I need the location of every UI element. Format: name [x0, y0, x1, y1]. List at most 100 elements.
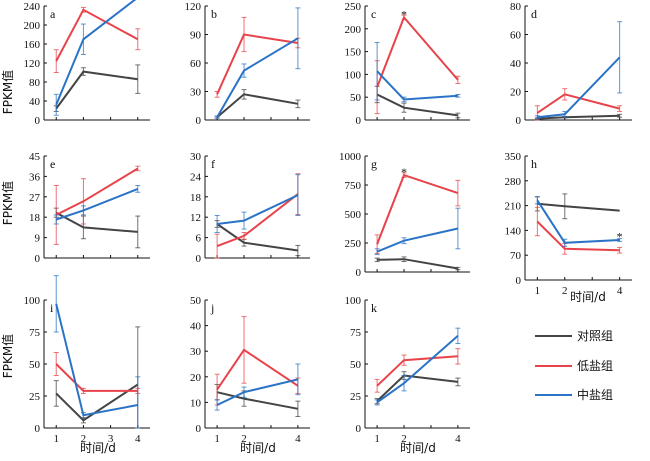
y-tick-label-h: 350: [505, 151, 522, 163]
panel-letter-k: k: [371, 301, 377, 315]
y-tick-label-h: 70: [510, 250, 522, 262]
x-axis-title-i: 时间/d: [80, 441, 116, 455]
y-tick-label-d: 0: [516, 115, 522, 127]
y-tick-label-a: 0: [35, 115, 41, 127]
significance-mark-h: *: [617, 230, 623, 244]
y-tick-label-c: 50: [350, 92, 362, 104]
y-axis-title-row2: FPKM值: [0, 181, 15, 225]
x-tick-label-k: 1: [374, 433, 380, 445]
x-tick-label-j: 4: [295, 433, 301, 445]
y-tick-label-j: 0: [196, 423, 202, 435]
series-line-a-mid_salt: [55, 0, 137, 106]
y-tick-label-j: 30: [190, 346, 202, 358]
series-line-j-control: [216, 391, 299, 410]
y-tick-label-g: 0: [356, 267, 362, 279]
y-tick-label-b: 30: [190, 87, 202, 99]
y-tick-label-h: 0: [516, 275, 522, 287]
y-tick-label-e: 27: [29, 192, 41, 204]
x-axis-title-k: 时间/d: [400, 441, 436, 455]
significance-mark-c: *: [401, 7, 407, 21]
series-line-g-low_salt: [376, 173, 459, 245]
x-tick-label-i: 1: [53, 433, 59, 445]
y-tick-label-a: 40: [29, 96, 41, 108]
x-tick-label-i: 2: [81, 433, 87, 445]
series-line-e-low_salt: [55, 167, 139, 216]
y-tick-label-d: 80: [510, 1, 522, 13]
y-tick-label-d: 20: [510, 87, 522, 99]
y-tick-label-k: 75: [350, 327, 362, 339]
y-tick-label-d: 60: [510, 30, 522, 42]
y-tick-label-f: 12: [190, 212, 201, 224]
series-line-c-mid_salt: [376, 70, 458, 101]
series-line-i-mid_salt: [55, 303, 138, 417]
panel-letter-a: a: [50, 7, 56, 21]
y-tick-label-b: 0: [196, 115, 202, 127]
panel-letter-h: h: [531, 157, 537, 171]
y-tick-label-i: 100: [24, 295, 41, 307]
y-tick-label-c: 250: [345, 1, 362, 13]
x-tick-label-h: 4: [617, 285, 623, 297]
series-line-i-control: [55, 383, 139, 422]
y-tick-label-j: 50: [190, 295, 202, 307]
x-axis-title-h: 时间/d: [570, 290, 606, 304]
series-line-d-mid_salt: [537, 56, 621, 119]
panel-letter-c: c: [371, 7, 376, 21]
panel-k: 0 25 50 75 100 1 2 4 k: [345, 295, 470, 445]
y-tick-label-c: 100: [345, 69, 362, 81]
y-tick-label-i: 75: [29, 327, 41, 339]
y-tick-label-g: 1000: [339, 151, 362, 163]
y-axis-title-row1: FPKM值: [0, 70, 15, 114]
y-tick-label-b: 60: [190, 58, 202, 70]
x-tick-label-j: 2: [241, 433, 247, 445]
y-tick-label-d: 40: [510, 58, 522, 70]
y-tick-label-h: 140: [505, 225, 522, 237]
y-tick-label-j: 20: [190, 372, 202, 384]
y-tick-label-e: 0: [35, 253, 41, 265]
y-tick-label-k: 0: [356, 423, 362, 435]
y-tick-label-a: 160: [24, 39, 41, 51]
y-tick-label-g: 250: [345, 238, 362, 250]
significance-mark-g: *: [401, 165, 407, 179]
y-tick-label-j: 10: [190, 397, 202, 409]
y-tick-label-e: 36: [29, 171, 41, 183]
panel-f: 0 6 12 18 24 30 f: [190, 151, 310, 265]
panel-letter-g: g: [371, 157, 377, 171]
legend-label-low-salt: 低盐组: [577, 359, 613, 373]
y-tick-label-i: 0: [35, 423, 41, 435]
y-tick-label-a: 80: [29, 77, 41, 89]
panel-c: 0 50 100 150 200 250 c *: [345, 1, 470, 127]
series-line-a-low_salt: [55, 8, 139, 62]
panel-g: 0 250 500 750 1000 g *: [339, 151, 470, 279]
x-tick-label-h: 1: [535, 285, 541, 297]
y-tick-label-k: 25: [350, 391, 362, 403]
legend-label-mid-salt: 中盐组: [577, 387, 613, 402]
panel-b: 0 30 60 90 120 b: [185, 1, 310, 127]
y-tick-label-f: 0: [196, 253, 202, 265]
y-tick-label-g: 500: [345, 209, 362, 221]
y-tick-label-k: 100: [345, 295, 362, 307]
x-tick-label-j: 1: [214, 433, 220, 445]
series-line-c-low_salt: [376, 15, 459, 88]
panel-letter-i: i: [50, 301, 54, 315]
series-line-d-low_salt: [536, 93, 620, 114]
x-tick-label-k: 4: [455, 433, 461, 445]
panel-letter-f: f: [211, 157, 215, 171]
series-line-b-mid_salt: [216, 37, 299, 118]
y-tick-label-f: 30: [190, 151, 202, 163]
series-line-b-low_salt: [216, 33, 299, 95]
legend: 对照组 低盐组 中盐组: [535, 329, 613, 402]
y-tick-label-e: 45: [29, 151, 41, 163]
series-line-i-low_salt: [55, 363, 138, 392]
panels-group: 04080120160200240a*0306090120b0501001502…: [24, 0, 632, 445]
series-line-k-control: [376, 374, 459, 402]
series-line-g-control: [377, 258, 459, 270]
panel-h: 0 70 140 210 280 350 1 2 4 h *: [505, 151, 632, 297]
x-tick-label-k: 2: [401, 433, 407, 445]
y-tick-label-c: 200: [345, 24, 362, 36]
y-tick-label-f: 18: [190, 192, 202, 204]
series-line-h-low_salt: [536, 220, 620, 252]
series-line-h-control: [537, 202, 620, 212]
y-tick-label-g: 750: [345, 180, 362, 192]
panel-letter-e: e: [50, 157, 55, 171]
